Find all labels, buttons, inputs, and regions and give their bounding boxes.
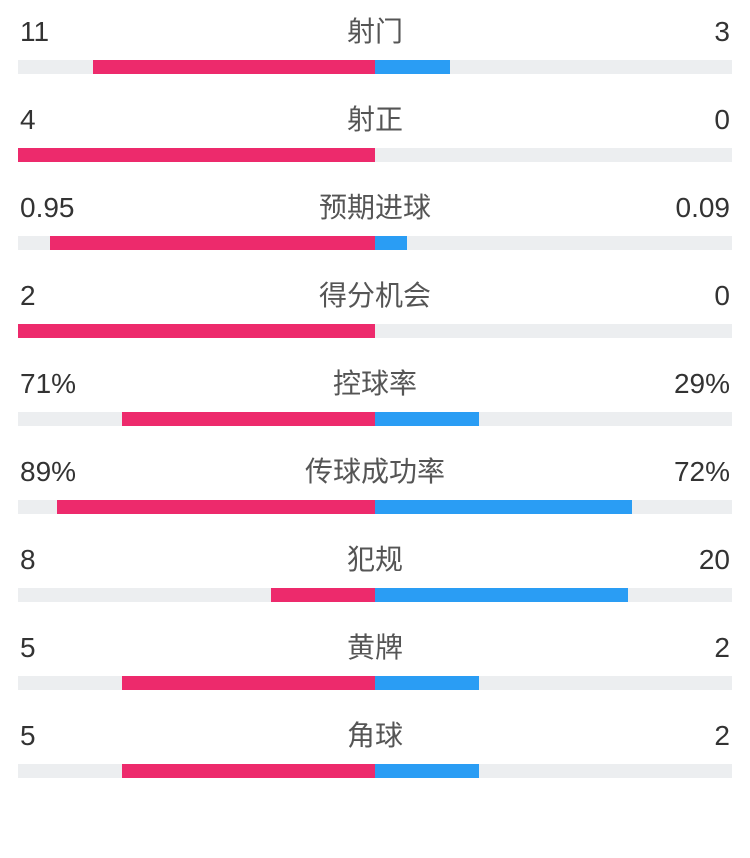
stat-header: 0.95预期进球0.09 — [18, 186, 732, 236]
stat-bar-right-half — [375, 236, 732, 250]
stat-bar-left-fill — [50, 236, 375, 250]
stat-bar-right-half — [375, 60, 732, 74]
stat-bar-right-fill — [375, 60, 450, 74]
stat-bar-left-fill — [122, 764, 375, 778]
stat-bar — [18, 764, 732, 778]
stat-right-value: 29% — [630, 368, 730, 400]
stat-bar-left-fill — [18, 148, 375, 162]
stat-bar-right-fill — [375, 236, 407, 250]
stat-bar — [18, 676, 732, 690]
stat-right-value: 0.09 — [630, 192, 730, 224]
stat-row: 5黄牌2 — [18, 626, 732, 690]
stat-bar-right-half — [375, 676, 732, 690]
stat-bar-right-fill — [375, 500, 632, 514]
stat-row: 2得分机会0 — [18, 274, 732, 338]
stat-left-value: 5 — [20, 720, 120, 752]
stat-label: 控球率 — [120, 362, 630, 402]
stat-label: 射正 — [120, 98, 630, 138]
stat-bar-left-half — [18, 412, 375, 426]
match-stats-list: 11射门34射正00.95预期进球0.092得分机会071%控球率29%89%传… — [18, 10, 732, 778]
stat-bar — [18, 324, 732, 338]
stat-bar-left-fill — [18, 324, 375, 338]
stat-bar-left-half — [18, 676, 375, 690]
stat-bar-right-fill — [375, 412, 479, 426]
stat-header: 4射正0 — [18, 98, 732, 148]
stat-bar-left-half — [18, 236, 375, 250]
stat-right-value: 0 — [630, 104, 730, 136]
stat-label: 传球成功率 — [120, 450, 630, 490]
stat-bar — [18, 500, 732, 514]
stat-bar-left-fill — [93, 60, 375, 74]
stat-right-value: 0 — [630, 280, 730, 312]
stat-bar-right-fill — [375, 588, 628, 602]
stat-right-value: 20 — [630, 544, 730, 576]
stat-bar — [18, 148, 732, 162]
stat-header: 5黄牌2 — [18, 626, 732, 676]
stat-bar-right-half — [375, 148, 732, 162]
stat-bar-left-fill — [122, 412, 375, 426]
stat-header: 2得分机会0 — [18, 274, 732, 324]
stat-row: 4射正0 — [18, 98, 732, 162]
stat-left-value: 8 — [20, 544, 120, 576]
stat-bar-right-fill — [375, 676, 479, 690]
stat-row: 0.95预期进球0.09 — [18, 186, 732, 250]
stat-right-value: 2 — [630, 720, 730, 752]
stat-bar-left-half — [18, 588, 375, 602]
stat-header: 8犯规20 — [18, 538, 732, 588]
stat-row: 89%传球成功率72% — [18, 450, 732, 514]
stat-bar-right-half — [375, 764, 732, 778]
stat-row: 5角球2 — [18, 714, 732, 778]
stat-bar-right-half — [375, 412, 732, 426]
stat-left-value: 71% — [20, 368, 120, 400]
stat-left-value: 5 — [20, 632, 120, 664]
stat-bar-left-half — [18, 500, 375, 514]
stat-right-value: 3 — [630, 16, 730, 48]
stat-header: 89%传球成功率72% — [18, 450, 732, 500]
stat-label: 得分机会 — [120, 274, 630, 314]
stat-bar-right-half — [375, 324, 732, 338]
stat-bar-left-fill — [57, 500, 375, 514]
stat-bar-left-half — [18, 764, 375, 778]
stat-right-value: 72% — [630, 456, 730, 488]
stat-bar-left-half — [18, 60, 375, 74]
stat-label: 犯规 — [120, 538, 630, 578]
stat-label: 射门 — [120, 10, 630, 50]
stat-label: 黄牌 — [120, 626, 630, 666]
stat-left-value: 89% — [20, 456, 120, 488]
stat-right-value: 2 — [630, 632, 730, 664]
stat-left-value: 0.95 — [20, 192, 120, 224]
stat-bar — [18, 236, 732, 250]
stat-header: 5角球2 — [18, 714, 732, 764]
stat-bar-right-half — [375, 500, 732, 514]
stat-label: 预期进球 — [120, 186, 630, 226]
stat-left-value: 4 — [20, 104, 120, 136]
stat-bar-right-fill — [375, 764, 479, 778]
stat-bar-left-half — [18, 324, 375, 338]
stat-row: 11射门3 — [18, 10, 732, 74]
stat-bar-left-fill — [271, 588, 375, 602]
stat-bar — [18, 60, 732, 74]
stat-row: 71%控球率29% — [18, 362, 732, 426]
stat-left-value: 11 — [20, 16, 120, 48]
stat-bar-right-half — [375, 588, 732, 602]
stat-header: 71%控球率29% — [18, 362, 732, 412]
stat-bar — [18, 412, 732, 426]
stat-label: 角球 — [120, 714, 630, 754]
stat-row: 8犯规20 — [18, 538, 732, 602]
stat-left-value: 2 — [20, 280, 120, 312]
stat-bar-left-half — [18, 148, 375, 162]
stat-header: 11射门3 — [18, 10, 732, 60]
stat-bar — [18, 588, 732, 602]
stat-bar-left-fill — [122, 676, 375, 690]
